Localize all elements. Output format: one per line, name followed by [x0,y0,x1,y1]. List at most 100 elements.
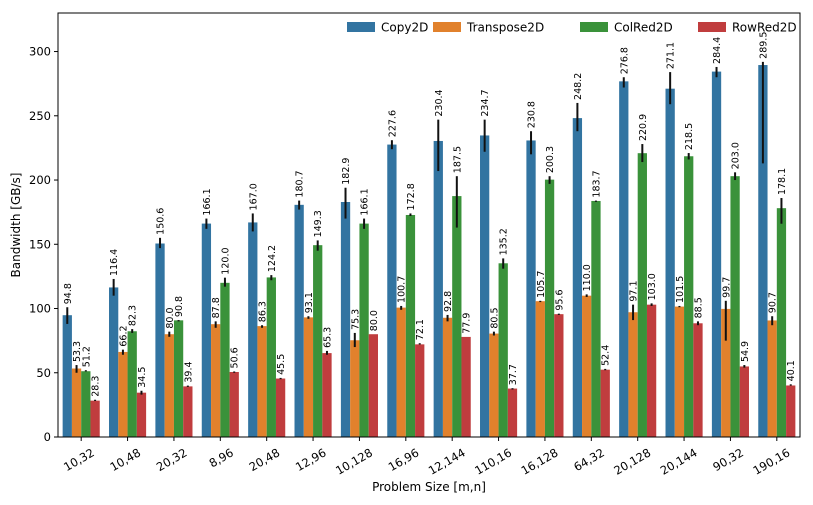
bar-transpose2d-2 [164,334,174,437]
bar-colred2d-7 [405,214,416,437]
bar-colred2d-1 [127,331,137,437]
data-label-colred2d-4: 124.2 [267,245,278,272]
bar-copy2d-11 [572,118,583,437]
bar-copy2d-7 [387,144,397,437]
data-label-colred2d-11: 183.7 [591,170,602,197]
data-label-copy2d-12: 276.8 [619,47,630,74]
data-label-transpose2d-4: 86.3 [258,301,269,322]
bar-rowred2d-4 [275,378,286,437]
bar-copy2d-12 [619,81,629,437]
bar-rowred2d-3 [229,371,239,437]
data-label-colred2d-2: 90.8 [174,296,185,317]
data-label-rowred2d-4: 45.5 [276,354,287,375]
bar-colred2d-14 [730,176,740,437]
x-tick-label-13: 20,144 [658,445,700,477]
bar-copy2d-10 [526,140,536,437]
data-label-colred2d-6: 166.1 [360,188,371,215]
data-label-colred2d-14: 203.0 [731,142,742,169]
bar-series-group [62,65,796,438]
data-label-copy2d-7: 227.6 [387,110,398,137]
bar-transpose2d-1 [118,351,128,437]
data-label-colred2d-10: 200.3 [545,146,556,173]
data-label-rowred2d-8: 77.9 [462,313,473,334]
y-tick-label-200: 200 [29,173,51,187]
data-label-copy2d-4: 167.0 [248,183,259,210]
bar-copy2d-0 [62,315,72,437]
legend-label-colred2d: ColRed2D [614,21,673,35]
bar-copy2d-4 [248,222,258,437]
bar-colred2d-10 [544,179,555,437]
bar-colred2d-5 [313,245,323,437]
data-label-rowred2d-12: 103.0 [647,273,658,300]
data-label-colred2d-3: 120.0 [220,247,231,274]
bar-colred2d-15 [776,208,787,437]
bar-colred2d-9 [498,263,508,437]
y-tick-label-100: 100 [29,302,51,316]
bar-copy2d-2 [155,243,165,437]
data-label-copy2d-11: 248.2 [573,73,584,100]
data-label-transpose2d-14: 99.7 [721,277,732,298]
bar-transpose2d-5 [303,317,314,437]
data-label-rowred2d-11: 52.4 [601,345,612,366]
data-label-colred2d-9: 135.2 [499,228,510,255]
legend-label-rowred2d: RowRed2D [732,21,797,35]
bar-colred2d-3 [220,282,230,437]
bar-rowred2d-8 [461,336,471,437]
data-label-transpose2d-0: 53.3 [72,341,83,362]
bar-transpose2d-10 [535,301,545,437]
legend-swatch-colred2d [580,22,608,32]
bar-transpose2d-15 [767,320,777,437]
legend-swatch-transpose2d [433,22,461,32]
bar-copy2d-15 [758,65,768,437]
bar-transpose2d-6 [350,340,360,437]
bar-rowred2d-15 [786,385,796,437]
bar-copy2d-1 [109,287,119,437]
y-tick-label-250: 250 [29,109,51,123]
legend-label-copy2d: Copy2D [381,21,428,35]
x-tick-label-4: 20,48 [247,445,283,474]
bar-transpose2d-14 [721,308,731,437]
data-label-transpose2d-15: 90.7 [768,292,779,313]
data-label-transpose2d-6: 75.3 [350,309,361,330]
data-label-copy2d-9: 234.7 [480,89,491,116]
bar-colred2d-0 [81,371,91,437]
legend-label-transpose2d: Transpose2D [466,21,544,35]
x-tick-label-12: 20,128 [611,445,653,477]
data-label-transpose2d-11: 110.0 [582,264,593,291]
y-tick-label-150: 150 [29,237,51,251]
data-label-copy2d-5: 180.7 [295,170,306,197]
bar-copy2d-5 [294,204,304,437]
error-bars-group [66,61,792,402]
bar-copy2d-3 [201,223,212,437]
bar-colred2d-11 [591,200,601,437]
data-labels-group: 94.8 116.4 150.6 166.1 167.0 180.7 182.9 227.6 2… [63,32,797,397]
data-label-transpose2d-1: 66.2 [118,325,129,346]
data-label-rowred2d-7: 72.1 [415,319,426,340]
data-label-rowred2d-13: 88.5 [693,297,704,318]
data-label-copy2d-2: 150.6 [156,208,167,235]
x-tick-label-14: 90,32 [710,445,746,474]
data-label-rowred2d-5: 65.3 [322,327,333,348]
x-tick-label-5: 12,96 [293,445,329,474]
bar-transpose2d-3 [211,324,221,437]
data-label-copy2d-15: 289.5 [758,32,769,59]
data-label-rowred2d-9: 37.7 [508,364,519,385]
data-label-copy2d-6: 182.9 [341,158,352,185]
data-label-colred2d-15: 178.1 [777,168,788,195]
bar-rowred2d-14 [739,366,749,437]
data-label-transpose2d-9: 80.5 [489,307,500,328]
data-label-colred2d-5: 149.3 [313,210,324,237]
y-tick-label-300: 300 [29,45,51,59]
data-label-rowred2d-1: 34.5 [137,367,148,388]
x-tick-label-3: 8,96 [207,445,236,470]
x-tick-label-6: 10,128 [333,445,375,477]
data-label-transpose2d-7: 100.7 [397,276,408,303]
bar-transpose2d-0 [71,368,82,437]
data-label-colred2d-13: 218.5 [684,123,695,150]
bar-rowred2d-5 [322,353,332,437]
data-label-transpose2d-8: 92.8 [443,291,454,312]
x-tick-label-9: 110,16 [472,445,514,477]
x-tick-label-15: 190,16 [750,445,792,477]
data-label-transpose2d-10: 105.7 [536,271,547,298]
